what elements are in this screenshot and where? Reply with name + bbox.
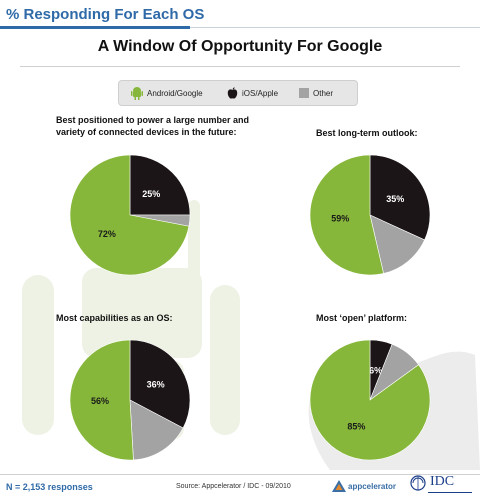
pie-chart-3: 36% 56%: [69, 339, 191, 461]
sample-size-label: N = 2,153 responses: [6, 482, 93, 492]
appcelerator-logo: appcelerator: [332, 478, 396, 494]
pie-1-label-android-google: 72%: [98, 229, 116, 239]
pie-3-slice-android-google: [69, 339, 134, 461]
pie-chart-1: 25% 72%: [69, 154, 191, 276]
square-icon: [299, 88, 309, 98]
legend: Android/Google iOS/Apple Other: [118, 80, 358, 106]
pie-2-slice-ios-apple: [369, 154, 431, 241]
pie-4-label-ios-apple: 6%: [369, 366, 382, 376]
pie-chart-4: 6% 85%: [309, 339, 431, 461]
pie-2-slice-android-google: [309, 154, 384, 276]
legend-item-other: Other: [299, 81, 333, 105]
idc-logo-text: IDC: [430, 474, 455, 489]
chart-3-title: Most capabilities as an OS:: [56, 313, 173, 323]
chart-4-title: Most ‘open’ platform:: [316, 313, 407, 323]
pie-2-label-android-google: 59%: [331, 213, 349, 223]
pie-1-slice-ios-apple: [129, 154, 191, 216]
chart-1-title: Best positioned to power a large number …: [56, 115, 250, 137]
header-rule: [0, 27, 480, 28]
legend-label-other: Other: [313, 88, 334, 98]
pie-3-slice-other: [129, 399, 184, 461]
apple-icon: [227, 87, 238, 99]
title-divider: [20, 66, 460, 67]
source-label: Source: Appcelerator / IDC - 09/2010: [176, 483, 291, 490]
pie-1-slice-android-google: [69, 154, 190, 276]
pie-2-label-ios-apple: 35%: [386, 194, 404, 204]
pie-3-label-android-google: 56%: [91, 396, 109, 406]
pie-4-label-android-google: 85%: [347, 422, 365, 432]
chart-2-title: Best long-term outlook:: [316, 128, 418, 138]
pie-3-label-ios-apple: 36%: [147, 380, 165, 390]
appcelerator-logo-text: appcelerator: [348, 481, 397, 491]
legend-item-android: Android/Google: [131, 81, 203, 105]
pie-1-label-ios-apple: 25%: [142, 189, 160, 199]
main-title: A Window Of Opportunity For Google: [97, 38, 383, 55]
header-bar: % Responding For Each OS: [0, 0, 480, 29]
footer-rule: [0, 474, 480, 475]
appcelerator-logo-icon: [332, 480, 346, 492]
android-icon: [131, 86, 143, 100]
pie-3-slice-ios-apple: [129, 339, 191, 429]
pie-2-slice-other: [369, 214, 425, 274]
pie-chart-2: 35% 59%: [309, 154, 431, 276]
legend-item-apple: iOS/Apple: [227, 81, 278, 105]
header-title: % Responding For Each OS: [6, 6, 205, 23]
idc-logo: IDC: [410, 472, 474, 501]
legend-label-apple: iOS/Apple: [242, 88, 279, 98]
pie-4-slice-android-google: [309, 339, 431, 461]
legend-label-android: Android/Google: [147, 88, 203, 98]
idc-logo-icon: [410, 475, 472, 493]
header-accent: [0, 26, 190, 29]
